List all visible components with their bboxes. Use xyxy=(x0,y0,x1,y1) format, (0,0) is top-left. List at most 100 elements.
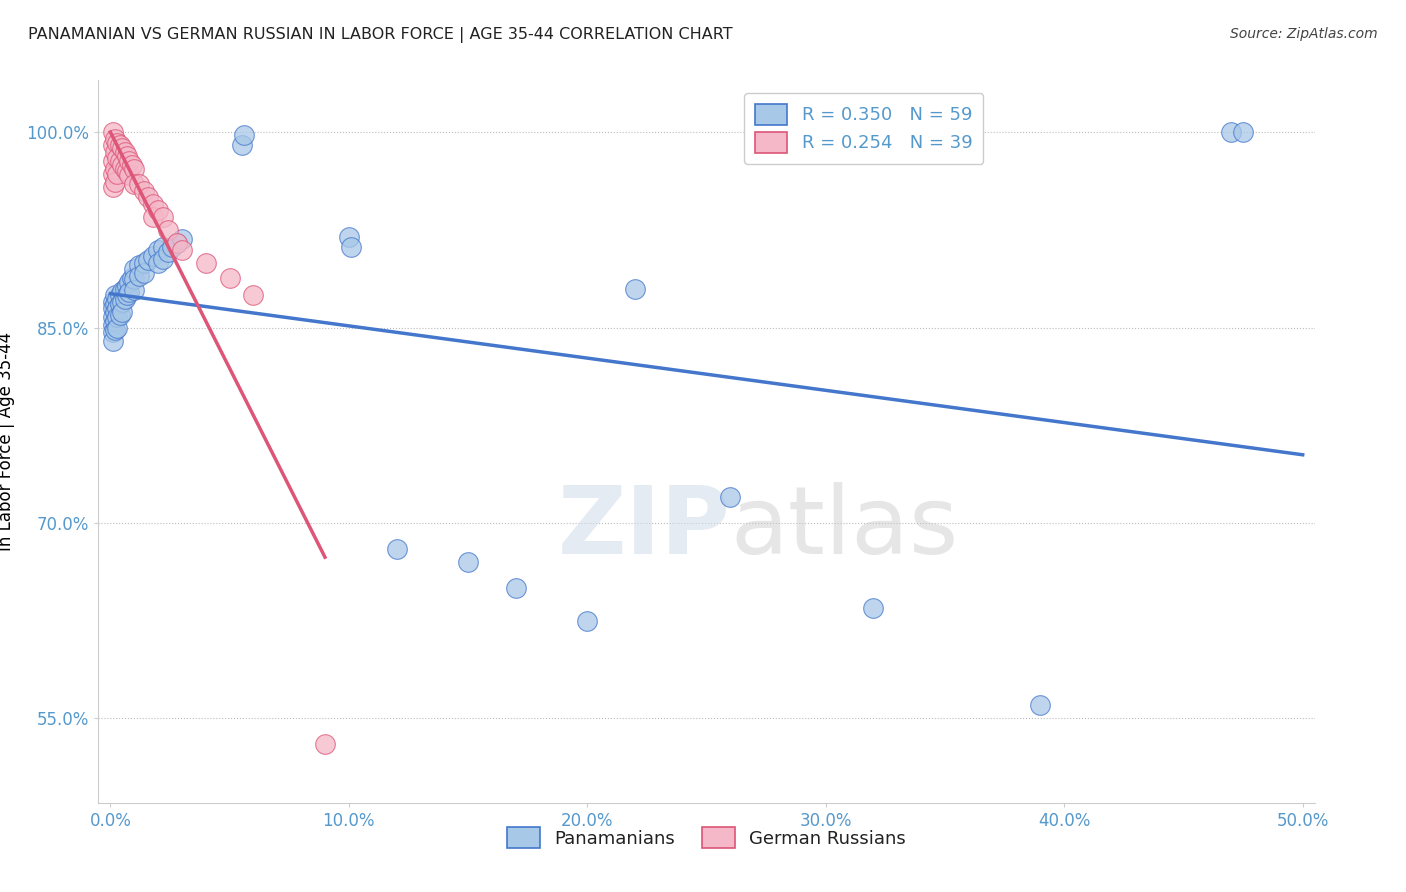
Point xyxy=(132,266,155,280)
Point xyxy=(152,252,174,266)
Point xyxy=(107,320,129,334)
Point xyxy=(718,490,741,504)
Point xyxy=(576,614,599,628)
Point xyxy=(101,153,124,168)
Point xyxy=(862,600,884,615)
Point xyxy=(104,323,127,337)
Text: PANAMANIAN VS GERMAN RUSSIAN IN LABOR FORCE | AGE 35-44 CORRELATION CHART: PANAMANIAN VS GERMAN RUSSIAN IN LABOR FO… xyxy=(28,27,733,43)
Point xyxy=(152,210,174,224)
Text: Source: ZipAtlas.com: Source: ZipAtlas.com xyxy=(1230,27,1378,41)
Point xyxy=(121,271,143,285)
Point xyxy=(114,292,136,306)
Point xyxy=(115,149,138,163)
Point xyxy=(104,145,127,159)
Point xyxy=(101,318,124,332)
Point xyxy=(138,190,160,204)
Point xyxy=(162,240,184,254)
Point xyxy=(108,308,131,322)
Point xyxy=(146,255,169,269)
Legend: Panamanians, German Russians: Panamanians, German Russians xyxy=(501,820,912,855)
Point xyxy=(118,275,141,289)
Point xyxy=(128,258,150,272)
Point xyxy=(146,243,169,257)
Point xyxy=(170,232,193,246)
Point xyxy=(118,153,141,168)
Point xyxy=(242,288,264,302)
Point xyxy=(166,235,188,250)
Point xyxy=(104,132,127,146)
Point xyxy=(337,229,360,244)
Point xyxy=(107,292,129,306)
Point xyxy=(101,125,124,139)
Point xyxy=(142,249,165,263)
Point xyxy=(624,282,647,296)
Point xyxy=(218,271,240,285)
Point xyxy=(101,334,124,348)
Point xyxy=(1220,125,1243,139)
Point xyxy=(118,285,141,300)
Point xyxy=(1232,125,1254,139)
Point xyxy=(457,555,479,569)
Point xyxy=(142,197,165,211)
Point xyxy=(115,279,138,293)
Point xyxy=(146,203,169,218)
Point xyxy=(104,314,127,328)
Point xyxy=(101,167,124,181)
Point xyxy=(104,305,127,319)
Point xyxy=(104,288,127,302)
Point xyxy=(232,128,254,142)
Point xyxy=(122,161,145,176)
Point xyxy=(107,167,129,181)
Text: ZIP: ZIP xyxy=(558,483,731,574)
Point xyxy=(340,240,363,254)
Point xyxy=(101,301,124,315)
Point xyxy=(166,235,188,250)
Point xyxy=(505,581,527,595)
Point xyxy=(104,161,127,176)
Y-axis label: In Labor Force | Age 35-44: In Labor Force | Age 35-44 xyxy=(0,332,15,551)
Point xyxy=(1029,698,1052,713)
Point xyxy=(385,541,408,556)
Point xyxy=(101,180,124,194)
Point xyxy=(111,158,134,172)
Point xyxy=(104,175,127,189)
Point xyxy=(108,288,131,302)
Point xyxy=(101,294,124,309)
Point xyxy=(108,138,131,153)
Point xyxy=(138,252,160,267)
Point xyxy=(111,305,134,319)
Point xyxy=(118,169,141,183)
Point xyxy=(152,240,174,254)
Point xyxy=(142,210,165,224)
Point xyxy=(111,284,134,298)
Point xyxy=(122,262,145,277)
Point xyxy=(128,268,150,283)
Point xyxy=(122,178,145,192)
Point xyxy=(108,153,131,168)
Point xyxy=(111,141,134,155)
Point xyxy=(132,255,155,269)
Point xyxy=(132,184,155,198)
Point xyxy=(104,297,127,311)
Point xyxy=(194,255,217,269)
Point xyxy=(170,243,193,257)
Point xyxy=(101,138,124,153)
Text: atlas: atlas xyxy=(731,483,959,574)
Point xyxy=(107,152,129,166)
Point xyxy=(128,178,150,192)
Point xyxy=(156,245,179,260)
Point xyxy=(121,158,143,172)
Point xyxy=(114,145,136,159)
Point xyxy=(122,272,145,286)
Point xyxy=(111,294,134,309)
Point xyxy=(156,223,179,237)
Point xyxy=(107,301,129,315)
Point xyxy=(107,136,129,150)
Point xyxy=(101,310,124,325)
Point xyxy=(231,138,253,153)
Point xyxy=(114,161,136,176)
Point xyxy=(314,737,336,751)
Point xyxy=(114,282,136,296)
Point xyxy=(122,283,145,297)
Point xyxy=(107,310,129,325)
